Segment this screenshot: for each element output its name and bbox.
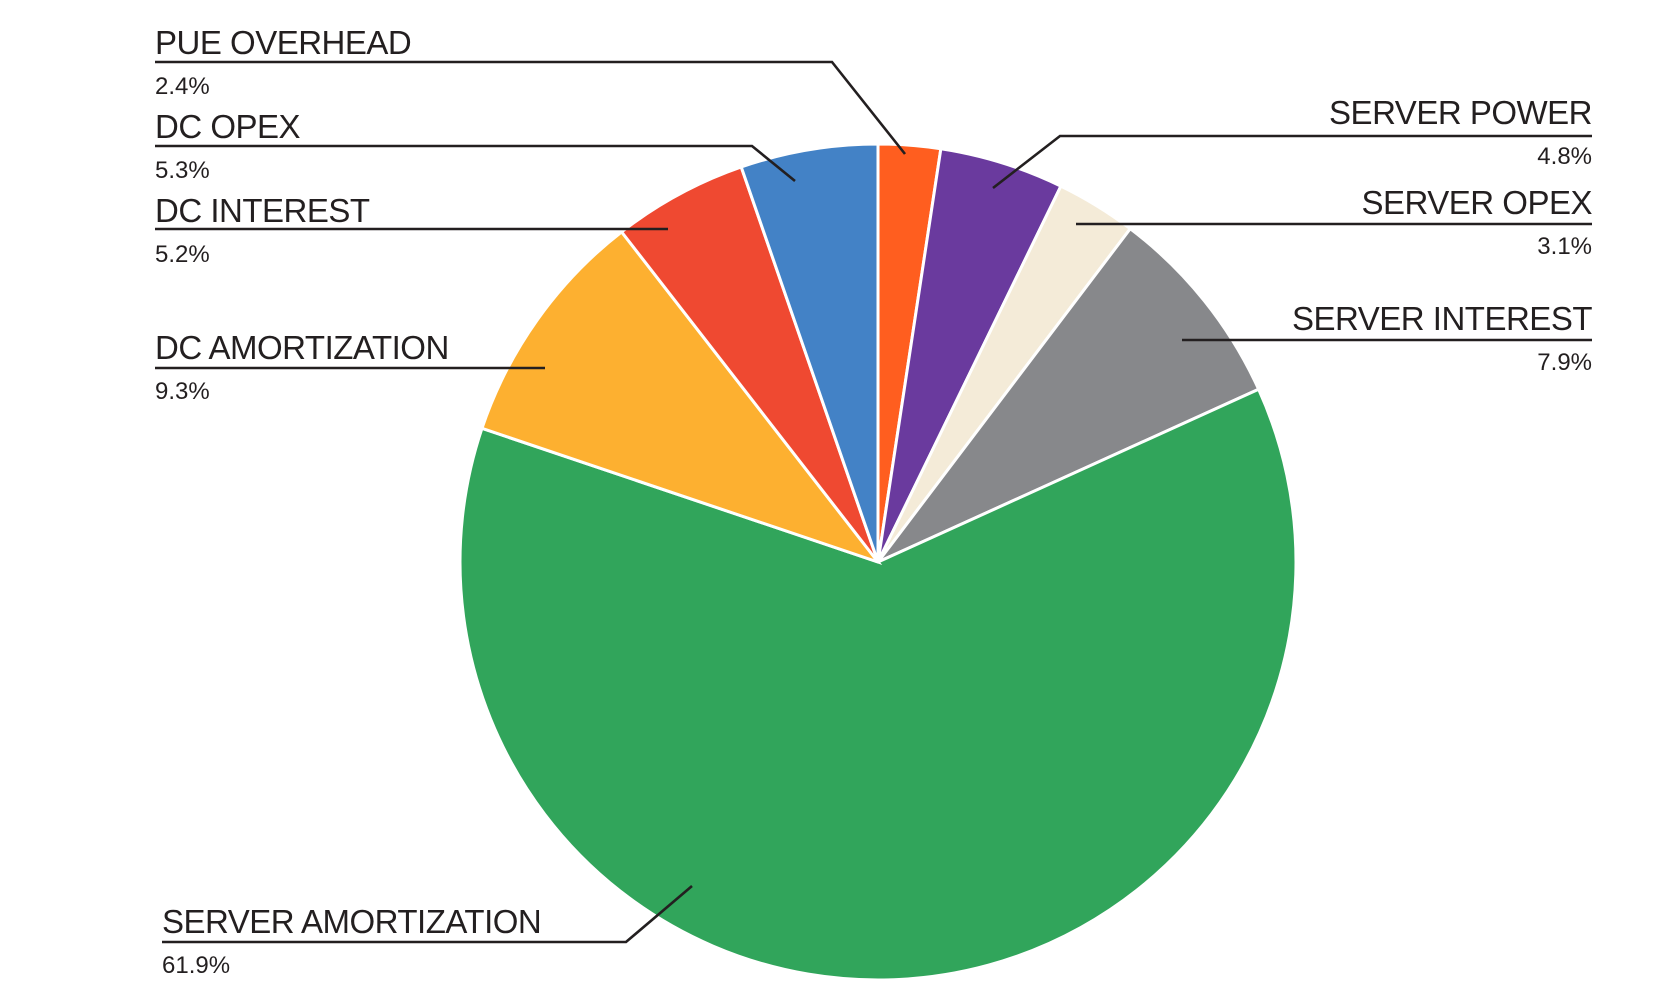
slice-label-server-power: SERVER POWER: [1329, 94, 1592, 131]
pie-slice-dc-amortization: [480, 229, 883, 566]
slice-label-dc-amortization: DC AMORTIZATION: [155, 329, 449, 366]
slice-label-server-interest: SERVER INTEREST: [1292, 300, 1592, 337]
leader-line-server-power: [992, 134, 1592, 190]
slice-percent-server-interest: 7.9%: [1537, 349, 1592, 376]
pie-slice-dc-opex: [739, 142, 880, 563]
slice-percent-dc-opex: 5.3%: [155, 157, 210, 184]
leader-line-dc-opex: [155, 144, 796, 183]
slice-labels: PUE OVERHEAD 2.4% SERVER POWER 4.8% SERVER O…: [155, 24, 1593, 979]
slice-percent-dc-interest: 5.2%: [155, 241, 210, 268]
pie-slices: [458, 142, 1298, 982]
leader-lines: [155, 60, 1592, 944]
slice-label-pue-overhead: PUE OVERHEAD: [155, 24, 411, 61]
slice-label-dc-interest: DC INTEREST: [155, 192, 370, 229]
slice-percent-server-amortization: 61.9%: [162, 952, 230, 979]
slice-percent-pue-overhead: 2.4%: [155, 73, 210, 100]
leader-line-server-amortization: [162, 885, 693, 944]
pie-slice-server-interest: [876, 226, 1261, 564]
slice-percent-server-power: 4.8%: [1537, 143, 1592, 170]
slice-label-server-opex: SERVER OPEX: [1362, 184, 1593, 221]
leader-line-pue-overhead: [155, 60, 907, 155]
slice-percent-dc-amortization: 9.3%: [155, 378, 210, 405]
slice-label-server-amortization: SERVER AMORTIZATION: [162, 903, 541, 940]
slice-percent-server-opex: 3.1%: [1537, 233, 1592, 260]
pie-slice-server-amortization: [458, 387, 1298, 982]
slice-label-dc-opex: DC OPEX: [155, 108, 301, 145]
